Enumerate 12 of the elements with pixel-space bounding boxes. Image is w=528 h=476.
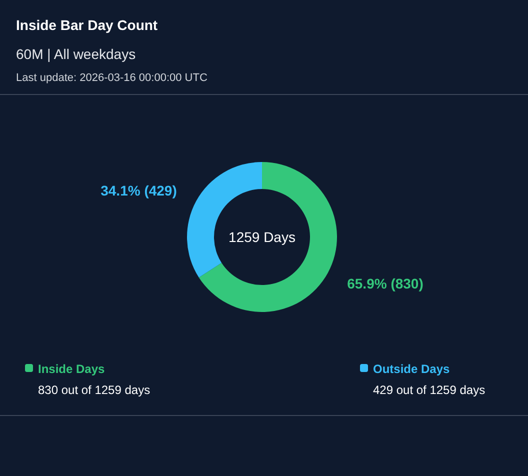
text: 830 out of 1259 days	[38, 383, 150, 397]
text: Last update: 2026-03-16 00:00:00 UTC	[16, 72, 208, 84]
data-label: 34.1% (429)	[100, 182, 177, 198]
chart-subtitle: 60M | All weekdays	[16, 46, 136, 62]
text: 429 out of 1259 days	[373, 383, 486, 397]
data-label: 65.9% (830)	[347, 275, 424, 292]
legend-label: Outside Days	[373, 362, 450, 376]
text: 1259 Days	[228, 228, 296, 245]
legend-label: Inside Days	[38, 362, 106, 376]
donut-slice	[187, 162, 262, 278]
chart-title: Inside Bar Day Count	[16, 17, 158, 33]
donut-slice	[198, 162, 337, 312]
